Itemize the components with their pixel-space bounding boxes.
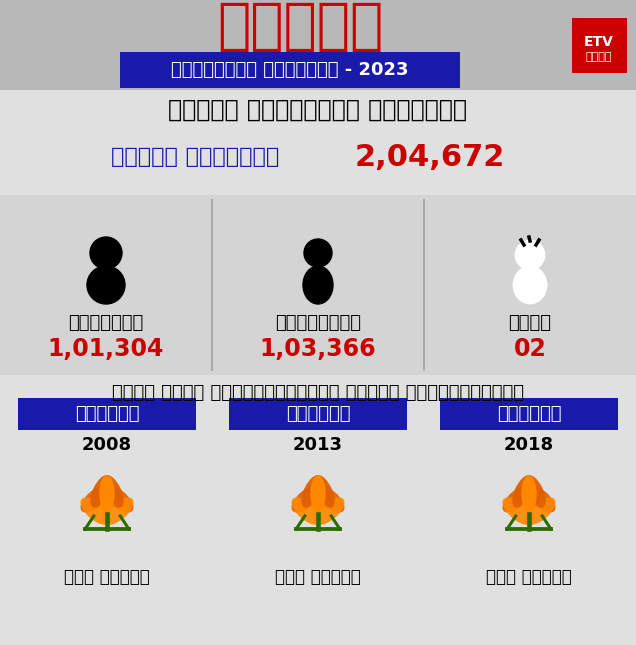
Ellipse shape: [291, 497, 322, 525]
Ellipse shape: [301, 475, 322, 508]
Text: ಒಟ್ಟು ಮತದಾರರು: ಒಟ್ಟು ಮತದಾರರು: [111, 147, 279, 167]
Bar: [0, 195, 636, 375]
Text: 2008: 2008: [82, 436, 132, 454]
Text: ವಿಧಾನಸಭೆ ಚುನಾವಣೆ - 2023: ವಿಧಾನಸಭೆ ಚುನಾವಣೆ - 2023: [171, 61, 409, 79]
Text: 2013: 2013: [293, 436, 343, 454]
Text: 2018: 2018: [504, 436, 554, 454]
Ellipse shape: [87, 266, 125, 304]
Text: ಬಿಜೆಪಿ: ಬಿಜೆಪಿ: [497, 405, 561, 423]
Bar: [440, 398, 618, 430]
Ellipse shape: [314, 475, 335, 508]
Ellipse shape: [81, 497, 111, 525]
Circle shape: [90, 237, 122, 269]
Bar: [0, 90, 636, 195]
Ellipse shape: [525, 497, 555, 525]
Ellipse shape: [525, 485, 555, 513]
Bar: [120, 52, 460, 88]
Ellipse shape: [90, 475, 111, 508]
Text: ಇತರೆ: ಇತರೆ: [509, 314, 551, 332]
Bar: [0, 375, 636, 645]
Ellipse shape: [514, 267, 546, 303]
Text: 1,03,366: 1,03,366: [259, 337, 377, 361]
Ellipse shape: [512, 475, 533, 508]
Text: ಎಸ್ ಅಂಗಾರ: ಎಸ್ ಅಂಗಾರ: [275, 568, 361, 586]
Text: ಮಹಿಳೆಯರು: ಮಹಿಳೆಯರು: [275, 314, 361, 332]
Text: भारत: भारत: [586, 52, 612, 62]
Text: 2,04,672: 2,04,672: [355, 143, 505, 172]
Text: 1,01,304: 1,01,304: [48, 337, 164, 361]
Circle shape: [516, 241, 544, 269]
Ellipse shape: [291, 485, 322, 513]
Bar: [18, 398, 196, 430]
Ellipse shape: [99, 475, 114, 513]
Ellipse shape: [314, 485, 345, 513]
Ellipse shape: [103, 497, 134, 525]
Text: ಬಿಜೆಪಿ: ಬಿಜೆಪಿ: [286, 405, 350, 423]
Text: ಎಸ್ ಅಂಗಾರ: ಎಸ್ ಅಂಗಾರ: [64, 568, 150, 586]
Ellipse shape: [310, 475, 326, 513]
Ellipse shape: [81, 485, 111, 513]
Ellipse shape: [502, 485, 533, 513]
Bar: [572, 18, 627, 73]
Bar: [0, 0, 636, 90]
Text: ಸುಳ್ಳ ವಿಧಾನಸಭೆ ಕ್ಷೇತ್ರ: ಸುಳ್ಳ ವಿಧಾನಸಭೆ ಕ್ಷೇತ್ರ: [169, 98, 467, 122]
Ellipse shape: [103, 475, 124, 508]
Text: ಕಂಎಟಕ: ಕಂಎಟಕ: [217, 0, 383, 54]
Ellipse shape: [502, 497, 533, 525]
Bar: [229, 398, 407, 430]
Text: ಪುರುಷರು: ಪುರುಷರು: [69, 314, 144, 332]
Text: ETV: ETV: [584, 35, 614, 49]
Ellipse shape: [314, 497, 345, 525]
Ellipse shape: [525, 475, 546, 508]
Text: ಕಳೆದ ಮೂರು ಚುನಾವಣೆಯಲ್ಲಿ ಗೆದ್ದ ಅಭ್ಯರ್ಥಿಗಳು: ಕಳೆದ ಮೂರು ಚುನಾವಣೆಯಲ್ಲಿ ಗೆದ್ದ ಅಭ್ಯರ್ಥಿಗಳು: [112, 384, 524, 402]
Ellipse shape: [303, 266, 333, 304]
Ellipse shape: [522, 475, 537, 513]
Circle shape: [304, 239, 332, 267]
Text: ಬಿಜೆಪಿ: ಬಿಜೆಪಿ: [75, 405, 139, 423]
Text: 02: 02: [513, 337, 546, 361]
Ellipse shape: [103, 485, 134, 513]
Text: ಎಸ್ ಅಂಗಾರ: ಎಸ್ ಅಂಗಾರ: [486, 568, 572, 586]
